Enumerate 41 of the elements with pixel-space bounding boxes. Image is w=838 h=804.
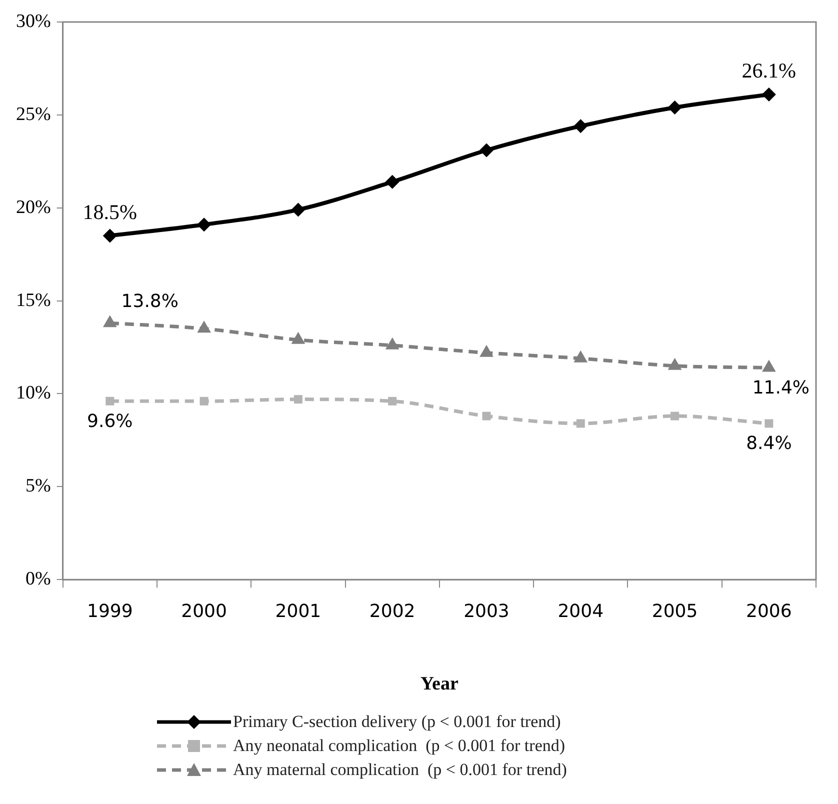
data-label: 18.5% — [82, 200, 138, 224]
x-tick-label: 2000 — [181, 601, 227, 622]
point — [106, 396, 114, 406]
x-axis-title: Year — [420, 674, 459, 695]
y-tick-label: 25% — [16, 104, 51, 125]
legend-label: Any maternal complication (p < 0.001 for trend) — [233, 760, 567, 780]
point — [762, 87, 776, 102]
data-label: 8.4% — [746, 433, 792, 454]
point — [291, 202, 306, 217]
x-tick-label: 2004 — [558, 601, 604, 622]
point — [574, 119, 588, 134]
y-tick-label: 30% — [16, 10, 51, 32]
legend-label: Any neonatal complication (p < 0.001 for trend) — [233, 736, 566, 756]
x-tick-label: 2001 — [275, 601, 322, 622]
y-tick-label: 5% — [26, 476, 51, 497]
point — [668, 100, 682, 114]
point — [388, 396, 397, 406]
point — [197, 218, 212, 232]
data-label: 9.6% — [87, 410, 133, 432]
y-tick-label: 20% — [16, 196, 51, 218]
y-tick-label: 15% — [16, 290, 51, 311]
point — [200, 396, 208, 406]
data-label: 26.1% — [742, 58, 796, 83]
point — [576, 419, 585, 428]
point — [479, 143, 494, 158]
point — [670, 412, 680, 420]
x-tick-label: 2003 — [464, 601, 510, 622]
y-tick-label: 10% — [16, 382, 51, 404]
point — [102, 228, 117, 243]
x-tick-label: 2005 — [652, 601, 698, 622]
y-tick-label: 0% — [26, 568, 51, 590]
legend-label: Primary C-section delivery (p < 0.001 for trend) — [233, 712, 561, 732]
point — [482, 412, 491, 420]
data-label: 11.4% — [752, 377, 810, 398]
x-tick-label: 2006 — [746, 601, 792, 622]
point — [294, 395, 302, 404]
x-tick-label: 1999 — [86, 601, 133, 622]
x-tick-label: 2002 — [369, 601, 416, 622]
data-label: 13.8% — [121, 290, 178, 312]
point — [764, 419, 774, 428]
point — [385, 174, 400, 189]
